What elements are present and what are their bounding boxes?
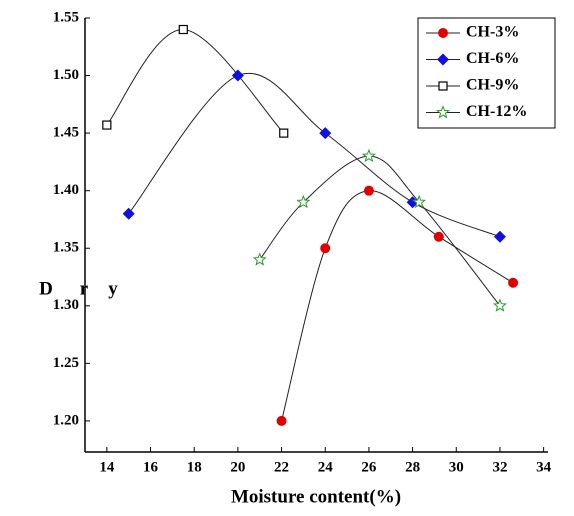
legend-label: CH-3% bbox=[466, 24, 519, 41]
y-axis-label-part: D bbox=[39, 278, 53, 299]
y-tick-label: 1.55 bbox=[53, 9, 79, 25]
y-tick-label: 1.30 bbox=[53, 297, 79, 313]
x-tick-label: 34 bbox=[536, 459, 552, 475]
marker bbox=[279, 128, 289, 138]
y-tick-label: 1.45 bbox=[53, 125, 79, 141]
y-tick-label: 1.40 bbox=[53, 182, 79, 198]
y-tick-label: 1.50 bbox=[53, 67, 79, 83]
marker bbox=[438, 81, 448, 91]
legend-label: CH-6% bbox=[466, 50, 519, 67]
marker bbox=[319, 127, 332, 140]
legend-label: CH-12% bbox=[466, 103, 527, 120]
series-line bbox=[281, 190, 514, 422]
y-tick-label: 1.20 bbox=[53, 412, 79, 428]
x-tick-label: 16 bbox=[143, 459, 159, 475]
marker bbox=[412, 194, 427, 209]
x-tick-label: 24 bbox=[318, 459, 334, 475]
marker bbox=[252, 252, 267, 266]
marker bbox=[361, 148, 376, 163]
marker bbox=[102, 120, 112, 130]
series-line bbox=[128, 72, 501, 238]
marker bbox=[492, 298, 507, 312]
marker bbox=[231, 69, 244, 82]
y-axis-label-part: y bbox=[108, 278, 118, 299]
x-tick-label: 28 bbox=[405, 459, 420, 475]
marker bbox=[122, 207, 135, 220]
marker bbox=[493, 230, 506, 243]
marker bbox=[435, 105, 451, 119]
y-tick-label: 1.25 bbox=[53, 355, 79, 371]
marker bbox=[276, 415, 287, 426]
marker bbox=[433, 231, 444, 242]
x-tick-label: 32 bbox=[492, 459, 507, 475]
x-axis-label: Moisture content(%) bbox=[231, 486, 401, 507]
marker bbox=[437, 53, 449, 66]
marker bbox=[320, 243, 331, 254]
x-tick-label: 30 bbox=[449, 459, 464, 475]
x-tick-label: 14 bbox=[99, 459, 115, 475]
x-tick-label: 22 bbox=[274, 459, 289, 475]
marker bbox=[508, 277, 519, 288]
y-tick-label: 1.35 bbox=[53, 240, 79, 256]
marker bbox=[438, 28, 448, 38]
legend-label: CH-9% bbox=[466, 77, 519, 94]
marker bbox=[178, 24, 188, 35]
marker bbox=[363, 185, 374, 196]
x-tick-label: 20 bbox=[230, 459, 245, 475]
marker bbox=[296, 194, 311, 209]
x-tick-label: 26 bbox=[361, 459, 377, 475]
legend: CH-3% CH-6% CH-9% CH-12% bbox=[417, 17, 556, 129]
x-tick-label: 18 bbox=[187, 459, 202, 475]
